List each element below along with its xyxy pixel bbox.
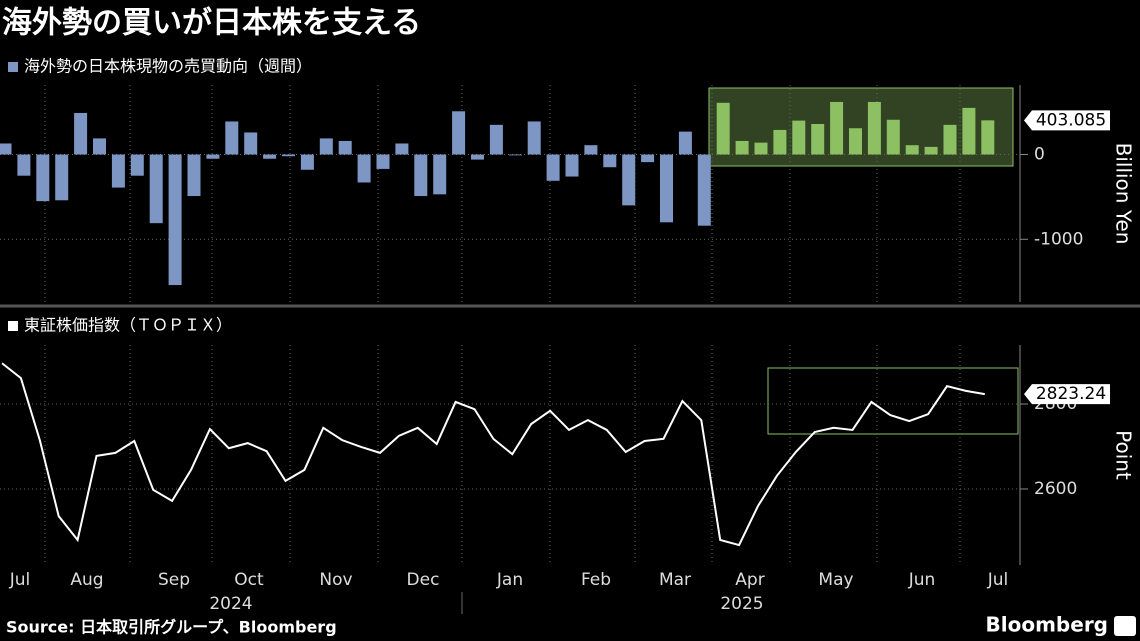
bar	[0, 143, 12, 155]
bar	[300, 154, 314, 170]
x-tick-label: May	[818, 570, 853, 590]
bar	[867, 101, 881, 155]
y-tick-label: -1000	[1034, 229, 1083, 249]
x-tick-label: Mar	[659, 570, 691, 590]
bar	[811, 123, 825, 155]
bar	[93, 138, 106, 155]
bar	[716, 102, 730, 155]
y-tick-label: 2600	[1034, 479, 1077, 499]
bar	[546, 154, 560, 181]
y-axis-title: Billion Yen	[1112, 143, 1136, 245]
x-tick-label: Oct	[234, 570, 264, 590]
bar	[206, 154, 220, 159]
legend-label: 海外勢の日本株現物の売買動向（週間）	[24, 57, 312, 76]
x-tick-label: Aug	[70, 570, 103, 590]
x-tick-label: Jan	[496, 570, 523, 590]
source: Source: 日本取引所グループ、Bloomberg	[6, 618, 337, 637]
x-tick-label: Sep	[158, 570, 190, 590]
x-tick-label: Feb	[581, 570, 611, 590]
bar	[17, 154, 31, 176]
bar	[905, 145, 919, 155]
bar	[149, 154, 163, 224]
bar	[263, 154, 277, 159]
bar	[527, 121, 541, 155]
value-label: 403.085	[1036, 110, 1106, 130]
bar	[565, 154, 579, 177]
chart-title: 海外勢の買いが日本株を支える	[2, 6, 421, 41]
y-tick-label: 0	[1034, 145, 1045, 165]
bar	[338, 140, 352, 155]
bar	[395, 143, 409, 155]
bar	[130, 154, 144, 176]
bar	[924, 146, 938, 155]
value-label: 2823.24	[1036, 384, 1106, 404]
bar	[886, 119, 900, 155]
bar	[697, 154, 711, 226]
bar	[282, 154, 295, 157]
bar	[735, 140, 749, 155]
year-label: 2024	[209, 594, 252, 614]
bar	[357, 154, 371, 183]
line	[1, 362, 985, 547]
bar	[74, 112, 88, 155]
x-tick-label: Jun	[908, 570, 936, 590]
bar	[168, 154, 182, 286]
value-label-box	[1024, 110, 1110, 131]
x-tick-label: Dec	[407, 570, 440, 590]
bar	[849, 128, 862, 155]
bar	[830, 101, 844, 155]
bar	[943, 124, 957, 155]
highlight-box	[767, 367, 1019, 435]
bar	[622, 154, 636, 206]
brand: Bloomberg	[986, 613, 1108, 637]
bar	[244, 132, 258, 155]
bar	[111, 154, 125, 188]
bar	[981, 120, 995, 155]
bar	[433, 154, 447, 195]
bar	[225, 121, 239, 155]
bar	[452, 111, 466, 155]
bar	[319, 138, 333, 155]
bar	[678, 131, 692, 155]
bar	[584, 145, 598, 155]
bar	[962, 107, 976, 155]
bar	[792, 120, 806, 155]
bar	[489, 124, 503, 155]
bar	[773, 129, 787, 155]
legend-swatch	[8, 321, 18, 331]
bar	[754, 142, 768, 155]
bar	[660, 154, 673, 223]
brand-logo	[1114, 616, 1136, 636]
bar	[376, 154, 390, 169]
year-label: 2025	[720, 594, 763, 614]
y-axis-title: Point	[1112, 430, 1136, 480]
x-tick-label: Nov	[319, 570, 352, 590]
legend-swatch	[8, 62, 18, 72]
bar	[603, 154, 617, 168]
x-tick-label: Apr	[735, 570, 764, 590]
x-tick-label: Jul	[9, 570, 31, 590]
x-tick-label: Jul	[987, 570, 1009, 590]
value-label-box	[1024, 384, 1110, 405]
legend-label: 東証株価指数（ＴＯＰＩＸ）	[24, 316, 232, 335]
bar	[36, 154, 50, 202]
bar	[641, 154, 655, 163]
bar	[187, 154, 201, 197]
bar	[414, 154, 428, 197]
bar	[508, 154, 522, 156]
bar	[55, 154, 69, 201]
bar	[471, 154, 484, 160]
